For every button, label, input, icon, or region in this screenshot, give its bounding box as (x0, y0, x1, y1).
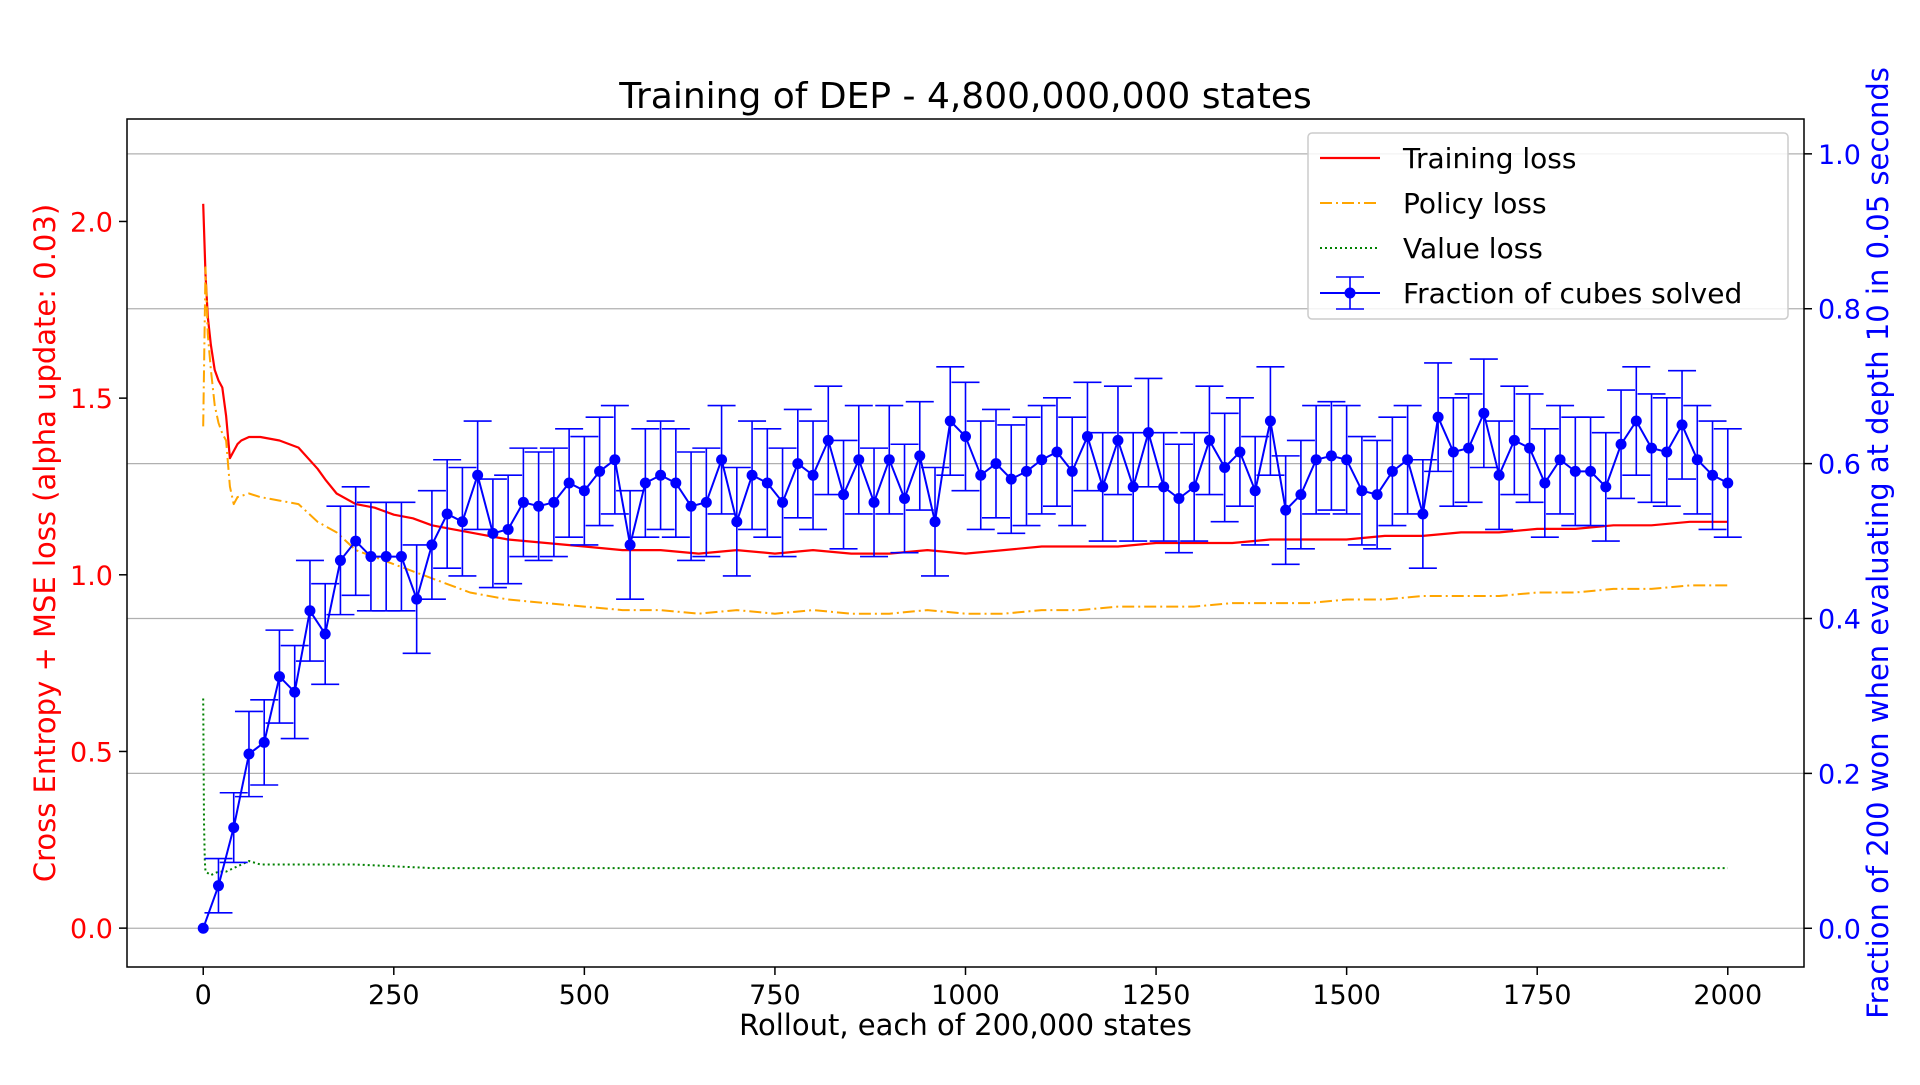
series-line-value-loss (202, 698, 1728, 877)
series-line-training-loss (202, 203, 1728, 555)
x-tick-label: 1750 (1503, 980, 1572, 1011)
y-axis-right: 0.0 0.2 0.4 0.6 0.8 1.0 (1804, 140, 1861, 945)
y-right-tick-label: 0.8 (1818, 295, 1861, 326)
errorbar-layer (204, 358, 1742, 914)
x-tick-label: 500 (559, 980, 611, 1011)
y-left-tick-label: 2.0 (70, 207, 113, 238)
y-left-tick-label: 0.0 (70, 914, 113, 945)
legend-swatch-marker (1344, 287, 1356, 299)
legend-label: Policy loss (1403, 187, 1547, 220)
x-tick-label: 1250 (1122, 980, 1191, 1011)
x-axis: 0 250 500 750 1000 1250 1500 1750 2000 (195, 967, 1762, 1011)
y-left-tick-label: 0.5 (70, 737, 113, 768)
legend-box (1307, 132, 1789, 320)
y-right-tick-label: 0.6 (1818, 450, 1861, 481)
y-left-tick-label: 1.5 (70, 384, 113, 415)
legend-label: Value loss (1403, 232, 1543, 265)
legend: Training loss Policy loss Value loss Fracti… (1307, 132, 1789, 320)
x-tick-label: 750 (749, 980, 801, 1011)
legend-label: Training loss (1402, 142, 1576, 175)
x-tick-label: 250 (368, 980, 420, 1011)
data-point (197, 922, 209, 934)
x-tick-label: 1500 (1312, 980, 1381, 1011)
y-axis-left-label: Cross Entropy + MSE loss (alpha update: … (28, 204, 62, 882)
chart-title: Training of DEP - 4,800,000,000 states (618, 76, 1311, 117)
x-tick-label: 0 (195, 980, 212, 1011)
x-axis-label: Rollout, each of 200,000 states (739, 1008, 1192, 1042)
x-tick-label: 1000 (931, 980, 1000, 1011)
y-left-tick-label: 1.0 (70, 561, 113, 592)
legend-label: Fraction of cubes solved (1403, 277, 1742, 310)
y-axis-right-label: Fraction of 200 won when evaluating at d… (1861, 67, 1895, 1019)
y-right-tick-label: 0.0 (1818, 914, 1861, 945)
y-right-tick-label: 0.4 (1818, 605, 1861, 636)
y-right-tick-label: 0.2 (1818, 759, 1861, 790)
y-axis-left: 0.0 0.5 1.0 1.5 2.0 (70, 207, 127, 945)
y-right-tick-label: 1.0 (1818, 140, 1861, 171)
x-tick-label: 2000 (1693, 980, 1762, 1011)
series-line-policy-loss (202, 266, 1728, 615)
